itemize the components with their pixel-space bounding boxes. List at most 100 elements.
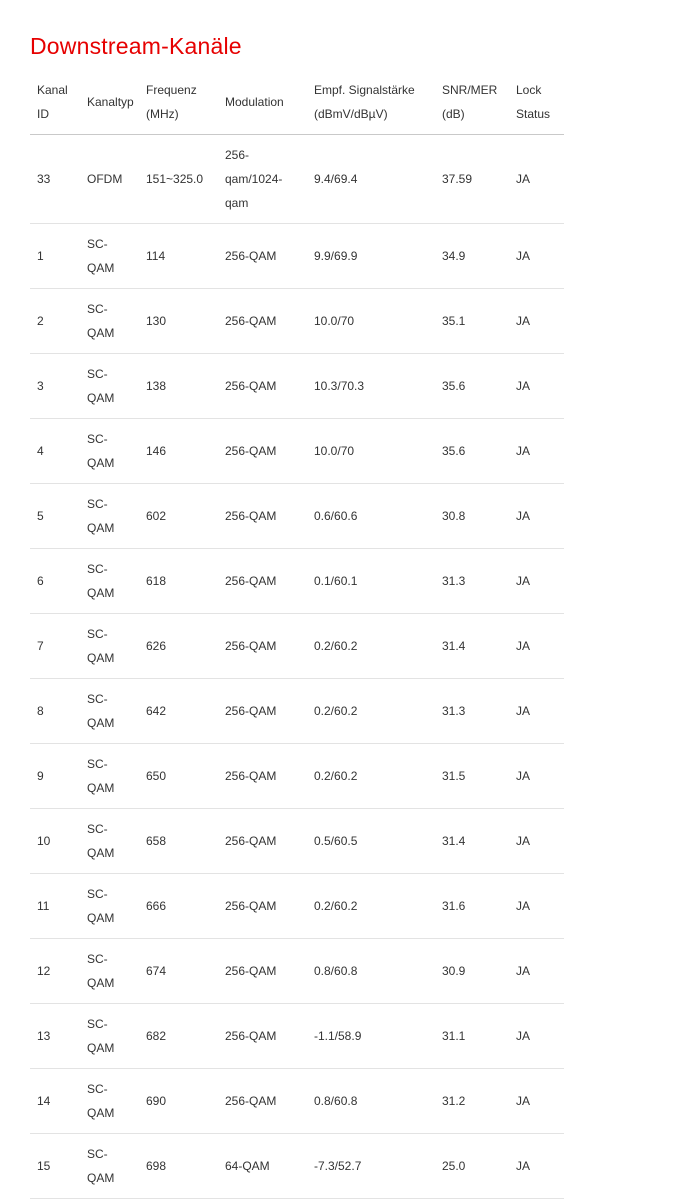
- table-row: 33 OFDM 151~325.0 256-qam/1024- qam 9.4/69.4…: [30, 134, 564, 224]
- cell-snr-mer: 31.6: [435, 873, 509, 939]
- cell-signalstaerke: 0.5/60.5: [307, 808, 435, 874]
- cell-snr-mer: 31.5: [435, 743, 509, 809]
- table-row: 6 SC-QAM 618 256-QAM 0.1/60.1 31.3 JA: [30, 548, 564, 614]
- table-body: 33 OFDM 151~325.0 256-qam/1024- qam 9.4/69.4…: [30, 134, 564, 1199]
- cell-signalstaerke: 10.0/70: [307, 418, 435, 484]
- table-row: 2 SC-QAM 130 256-QAM 10.0/70 35.1 JA: [30, 288, 564, 354]
- cell-modulation: 256-QAM: [218, 1003, 307, 1069]
- cell-lock-status: JA: [509, 134, 564, 224]
- cell-kanaltyp: SC-QAM: [80, 1068, 139, 1134]
- cell-signalstaerke: 0.8/60.8: [307, 938, 435, 1004]
- cell-frequenz: 114: [139, 223, 218, 289]
- cell-frequenz: 146: [139, 418, 218, 484]
- cell-signalstaerke: 10.0/70: [307, 288, 435, 354]
- cell-kanaltyp: SC-QAM: [80, 418, 139, 484]
- cell-signalstaerke: 0.8/60.8: [307, 1068, 435, 1134]
- table-row: 13 SC-QAM 682 256-QAM -1.1/58.9 31.1 JA: [30, 1003, 564, 1069]
- table-row: 8 SC-QAM 642 256-QAM 0.2/60.2 31.3 JA: [30, 678, 564, 744]
- cell-kanal-id: 33: [30, 134, 80, 224]
- table-header-row: Kanal ID Kanaltyp Frequenz (MHz) Modulat…: [30, 72, 564, 135]
- cell-signalstaerke: 0.2/60.2: [307, 613, 435, 679]
- cell-kanaltyp: SC-QAM: [80, 1133, 139, 1199]
- cell-snr-mer: 31.1: [435, 1003, 509, 1069]
- downstream-channels-table: Kanal ID Kanaltyp Frequenz (MHz) Modulat…: [30, 72, 564, 1199]
- cell-kanal-id: 7: [30, 613, 80, 679]
- cell-signalstaerke: 0.6/60.6: [307, 483, 435, 549]
- table-row: 1 SC-QAM 114 256-QAM 9.9/69.9 34.9 JA: [30, 223, 564, 289]
- cell-lock-status: JA: [509, 548, 564, 614]
- cell-kanal-id: 1: [30, 223, 80, 289]
- cell-lock-status: JA: [509, 1003, 564, 1069]
- cell-snr-mer: 37.59: [435, 134, 509, 224]
- cell-snr-mer: 31.4: [435, 808, 509, 874]
- cell-kanaltyp: SC-QAM: [80, 613, 139, 679]
- cell-modulation: 256-QAM: [218, 548, 307, 614]
- cell-lock-status: JA: [509, 743, 564, 809]
- cell-signalstaerke: 0.2/60.2: [307, 743, 435, 809]
- cell-kanal-id: 10: [30, 808, 80, 874]
- cell-modulation: 256-QAM: [218, 483, 307, 549]
- cell-kanal-id: 6: [30, 548, 80, 614]
- table-row: 9 SC-QAM 650 256-QAM 0.2/60.2 31.5 JA: [30, 743, 564, 809]
- cell-lock-status: JA: [509, 223, 564, 289]
- cell-kanaltyp: SC-QAM: [80, 938, 139, 1004]
- cell-lock-status: JA: [509, 613, 564, 679]
- cell-kanaltyp: OFDM: [80, 134, 139, 224]
- table-row: 7 SC-QAM 626 256-QAM 0.2/60.2 31.4 JA: [30, 613, 564, 679]
- table-row: 12 SC-QAM 674 256-QAM 0.8/60.8 30.9 JA: [30, 938, 564, 1004]
- cell-frequenz: 674: [139, 938, 218, 1004]
- cell-signalstaerke: 0.2/60.2: [307, 873, 435, 939]
- cell-modulation: 256-QAM: [218, 1068, 307, 1134]
- cell-frequenz: 618: [139, 548, 218, 614]
- cell-snr-mer: 30.9: [435, 938, 509, 1004]
- table-row: 11 SC-QAM 666 256-QAM 0.2/60.2 31.6 JA: [30, 873, 564, 939]
- cell-signalstaerke: -7.3/52.7: [307, 1133, 435, 1199]
- cell-snr-mer: 31.3: [435, 678, 509, 744]
- cell-kanal-id: 15: [30, 1133, 80, 1199]
- cell-snr-mer: 35.6: [435, 418, 509, 484]
- cell-frequenz: 666: [139, 873, 218, 939]
- cell-modulation: 64-QAM: [218, 1133, 307, 1199]
- cell-kanal-id: 3: [30, 353, 80, 419]
- table-row: 5 SC-QAM 602 256-QAM 0.6/60.6 30.8 JA: [30, 483, 564, 549]
- cell-kanal-id: 8: [30, 678, 80, 744]
- cell-frequenz: 690: [139, 1068, 218, 1134]
- cell-frequenz: 151~325.0: [139, 134, 218, 224]
- cell-snr-mer: 31.4: [435, 613, 509, 679]
- cell-lock-status: JA: [509, 873, 564, 939]
- cell-snr-mer: 35.6: [435, 353, 509, 419]
- cell-frequenz: 602: [139, 483, 218, 549]
- cell-snr-mer: 31.2: [435, 1068, 509, 1134]
- cell-snr-mer: 25.0: [435, 1133, 509, 1199]
- cell-signalstaerke: 10.3/70.3: [307, 353, 435, 419]
- cell-kanal-id: 5: [30, 483, 80, 549]
- cell-modulation: 256-QAM: [218, 223, 307, 289]
- cell-kanal-id: 12: [30, 938, 80, 1004]
- cell-frequenz: 682: [139, 1003, 218, 1069]
- column-header-signalstaerke: Empf. Signalstärke (dBmV/dBµV): [307, 72, 435, 135]
- cell-modulation: 256-QAM: [218, 808, 307, 874]
- cell-frequenz: 130: [139, 288, 218, 354]
- column-header-lock-status: Lock Status: [509, 72, 564, 135]
- cell-snr-mer: 35.1: [435, 288, 509, 354]
- table-row: 15 SC-QAM 698 64-QAM -7.3/52.7 25.0 JA: [30, 1133, 564, 1199]
- cell-modulation: 256-QAM: [218, 613, 307, 679]
- table-row: 3 SC-QAM 138 256-QAM 10.3/70.3 35.6 JA: [30, 353, 564, 419]
- cell-lock-status: JA: [509, 353, 564, 419]
- column-header-snr-mer: SNR/MER (dB): [435, 72, 509, 135]
- cell-modulation: 256-QAM: [218, 678, 307, 744]
- cell-frequenz: 138: [139, 353, 218, 419]
- cell-modulation: 256-QAM: [218, 873, 307, 939]
- table-row: 14 SC-QAM 690 256-QAM 0.8/60.8 31.2 JA: [30, 1068, 564, 1134]
- cell-modulation: 256-QAM: [218, 938, 307, 1004]
- cell-kanaltyp: SC-QAM: [80, 873, 139, 939]
- cell-kanaltyp: SC-QAM: [80, 1003, 139, 1069]
- cell-kanaltyp: SC-QAM: [80, 743, 139, 809]
- cell-lock-status: JA: [509, 938, 564, 1004]
- cell-kanaltyp: SC-QAM: [80, 678, 139, 744]
- cell-kanal-id: 13: [30, 1003, 80, 1069]
- cell-frequenz: 642: [139, 678, 218, 744]
- cell-kanaltyp: SC-QAM: [80, 288, 139, 354]
- cell-modulation: 256-QAM: [218, 288, 307, 354]
